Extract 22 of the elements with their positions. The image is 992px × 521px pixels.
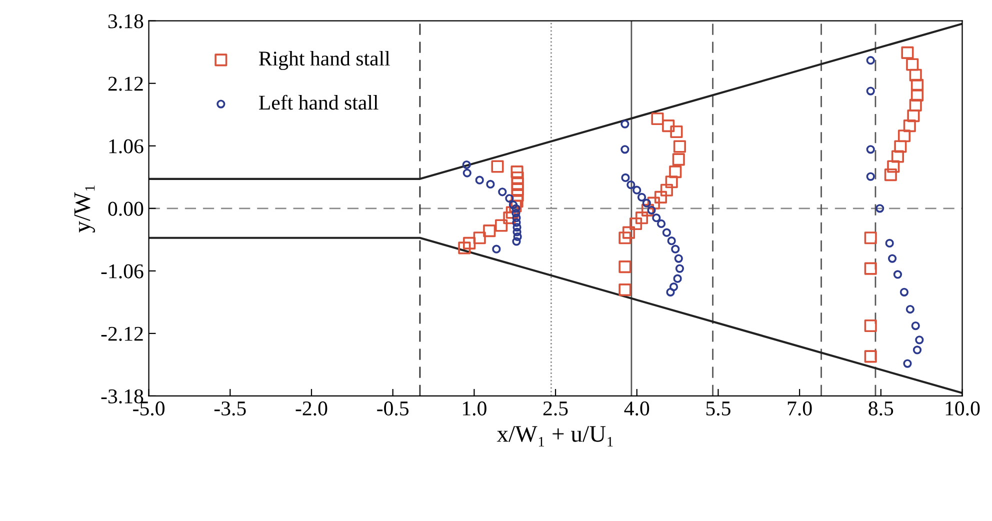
x-tick-label: -3.5 — [214, 401, 246, 416]
x-tick-label: 7.0 — [788, 401, 812, 416]
x-tick-label: 4.0 — [624, 401, 650, 416]
x-axis-title: x/W₁ + u/U₁ — [496, 426, 613, 446]
x-tick-label: 8.5 — [868, 401, 894, 416]
x-tick-label: 5.5 — [706, 402, 730, 416]
x-tick-label: -0.5 — [377, 401, 409, 416]
x-tick-label: 2.5 — [543, 401, 568, 416]
y-tick-label: -2.12 — [101, 326, 143, 341]
y-tick-label: -3.18 — [101, 389, 144, 404]
x-tick-label: -2.0 — [296, 401, 328, 416]
y-tick-label: 0.00 — [108, 202, 144, 216]
y-tick-label: 1.06 — [109, 139, 144, 154]
y-tick-label: -1.06 — [101, 264, 144, 278]
x-tick-label: 10.0 — [946, 401, 980, 416]
y-tick-label: 3.18 — [108, 14, 144, 28]
legend-label: Left hand stall — [259, 94, 378, 110]
x-tick-label: 1.0 — [462, 401, 486, 416]
y-axis-title: y/W₁ — [74, 186, 95, 233]
y-tick-label: 2.12 — [108, 76, 143, 91]
legend-label: Right hand stall — [259, 50, 390, 70]
x-tick-label: -5.0 — [133, 401, 164, 416]
